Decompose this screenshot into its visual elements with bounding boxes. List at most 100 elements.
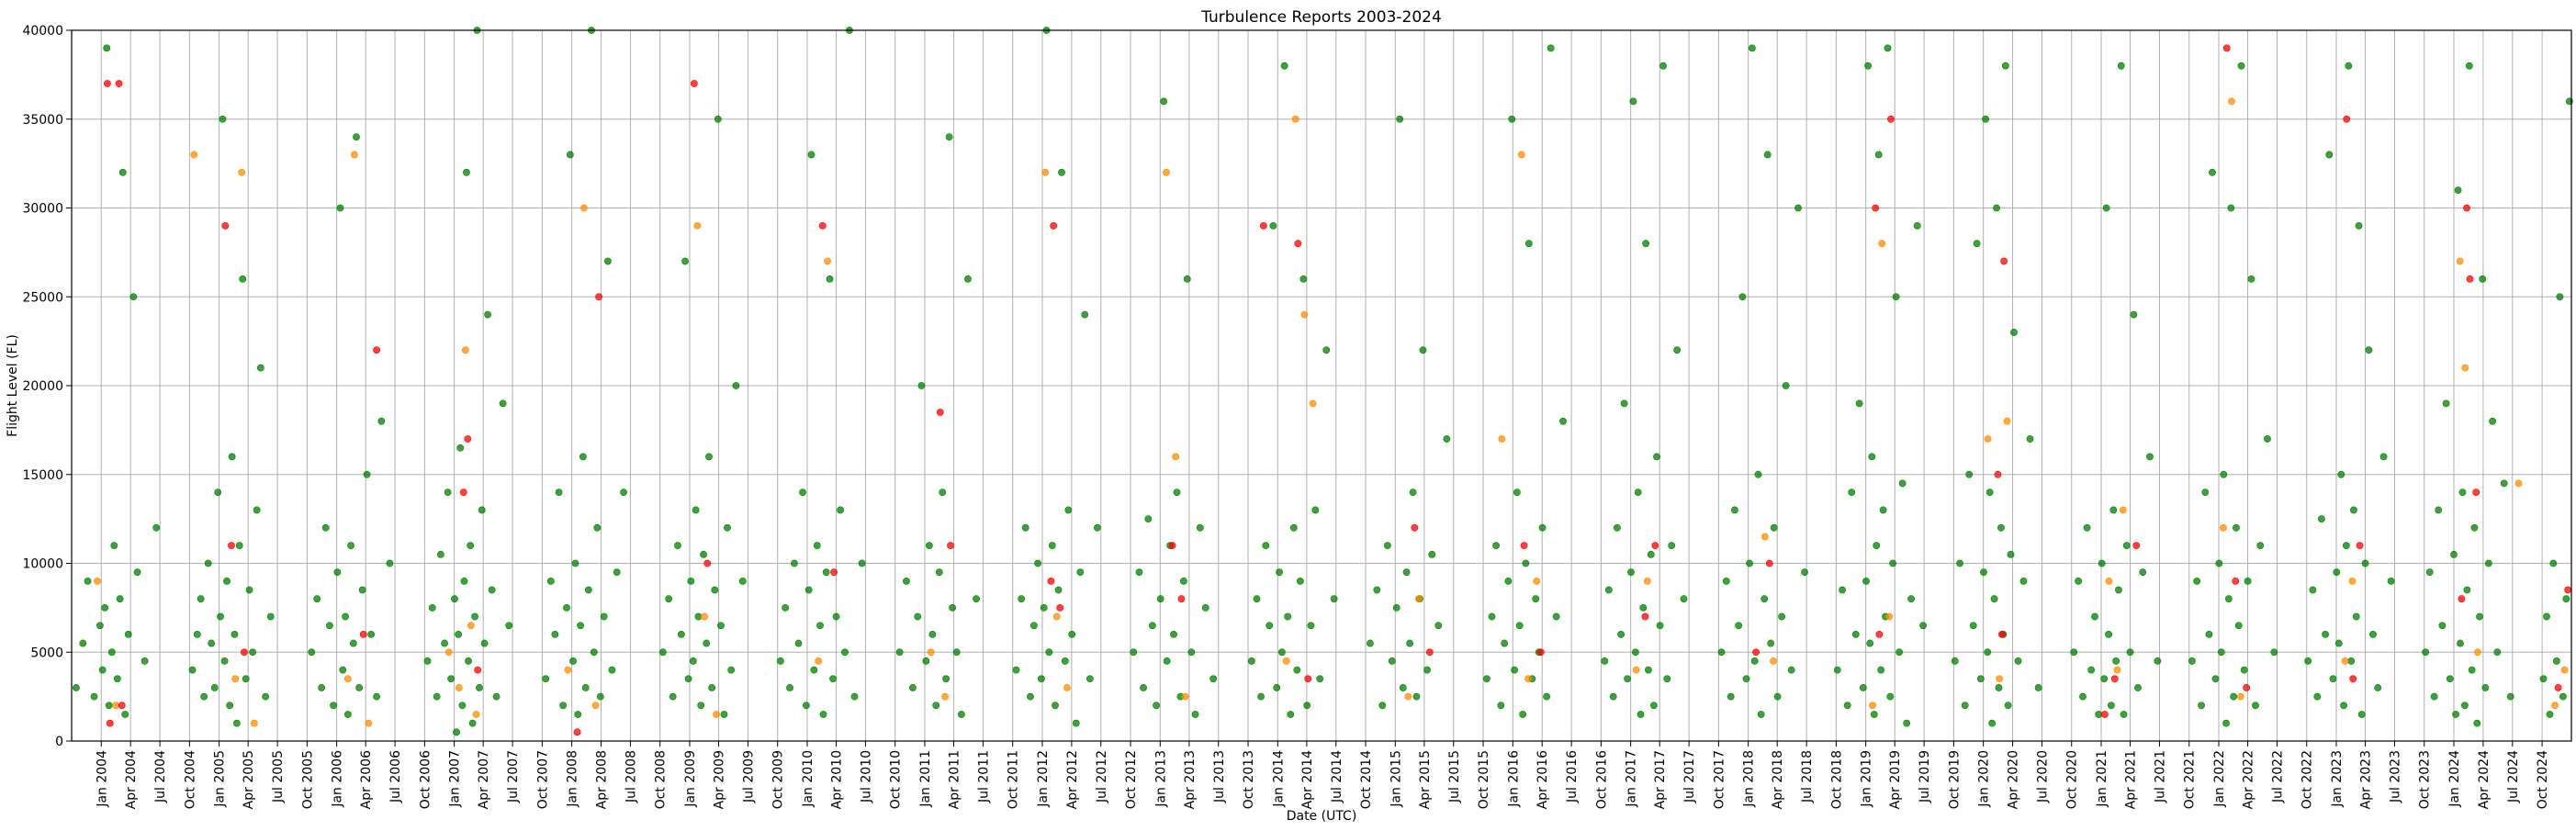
point-green <box>1898 479 1907 488</box>
point-green <box>2154 657 2162 665</box>
point-green <box>559 702 568 710</box>
point-green <box>2422 648 2430 657</box>
point-green <box>1552 612 1560 621</box>
point-green <box>1754 470 1762 478</box>
point-green <box>2215 559 2223 567</box>
point-orange <box>350 151 358 159</box>
point-green <box>2361 559 2369 567</box>
point-green <box>1884 44 1892 52</box>
point-green <box>1513 488 1521 496</box>
point-green <box>2476 612 2483 621</box>
point-green <box>505 622 513 630</box>
x-tick-label: Apr 2014 <box>1300 750 1315 809</box>
point-green <box>1864 62 1873 70</box>
point-orange <box>713 711 720 718</box>
point-green <box>471 612 478 621</box>
point-red <box>241 648 248 657</box>
point-green <box>1248 657 1255 665</box>
y-axis-label: Flight Level (FL) <box>6 334 20 437</box>
point-green <box>2247 275 2255 283</box>
point-orange <box>1309 399 1317 408</box>
point-green <box>1717 648 1726 657</box>
point-green <box>2484 559 2492 567</box>
point-green <box>1018 595 1026 603</box>
point-green <box>542 675 550 683</box>
point-green <box>1173 488 1181 496</box>
point-red <box>1259 221 1267 230</box>
point-green <box>581 684 590 691</box>
chart-title: Turbulence Reports 2003-2024 <box>1200 8 1442 27</box>
point-green <box>569 657 577 665</box>
point-green <box>478 506 486 514</box>
point-green <box>1153 702 1160 710</box>
point-orange <box>1282 657 1290 665</box>
point-green <box>669 692 677 701</box>
x-tick-label: Jan 2023 <box>2330 750 2345 808</box>
point-green <box>2468 666 2476 674</box>
point-red <box>1294 240 1302 248</box>
point-green <box>2107 702 2115 710</box>
point-red <box>2222 44 2231 52</box>
point-orange <box>1996 675 2004 683</box>
point-green <box>1886 692 1895 701</box>
point-green <box>1322 346 1331 354</box>
point-green <box>1757 711 1765 718</box>
point-green <box>1367 639 1374 647</box>
point-green <box>1993 204 2000 212</box>
point-green <box>447 675 456 683</box>
x-tick-label: Apr 2008 <box>595 750 610 809</box>
y-tick-label: 0 <box>55 735 63 749</box>
x-tick-label: Oct 2012 <box>1124 750 1139 809</box>
x-tick-label: Apr 2011 <box>948 750 962 809</box>
point-green <box>1873 542 1881 550</box>
point-red <box>1875 631 1884 638</box>
x-tick-label: Jul 2007 <box>506 750 521 803</box>
point-green <box>1965 470 1974 478</box>
point-green <box>1614 523 1621 532</box>
y-tick-label: 40000 <box>22 24 63 39</box>
x-tick-label: Apr 2013 <box>1183 750 1198 809</box>
y-tick-label: 25000 <box>22 290 63 305</box>
point-green <box>2019 577 2028 585</box>
point-green <box>2240 666 2248 674</box>
x-tick-label: Oct 2011 <box>1007 750 1021 809</box>
point-orange <box>1291 115 1299 123</box>
point-green <box>1645 666 1652 674</box>
point-red <box>1872 204 1880 212</box>
point-green <box>1508 115 1516 123</box>
point-red <box>221 221 230 230</box>
point-green <box>2026 435 2034 443</box>
x-tick-label: Oct 2022 <box>2300 750 2315 809</box>
point-green <box>1257 692 1265 701</box>
point-green <box>441 639 448 647</box>
point-green <box>2481 684 2490 691</box>
point-green <box>1276 568 1283 577</box>
point-green <box>593 523 602 532</box>
point-green <box>373 692 380 701</box>
point-green <box>620 488 627 496</box>
point-orange <box>2119 506 2127 514</box>
point-green <box>2112 657 2120 665</box>
point-red <box>2458 595 2466 603</box>
point-green <box>1253 595 1261 603</box>
y-tick-label: 10000 <box>22 557 63 572</box>
point-green <box>1609 692 1617 701</box>
point-green <box>2217 648 2225 657</box>
point-green <box>1135 568 1143 577</box>
point-green <box>1130 648 1138 657</box>
point-green <box>819 711 827 718</box>
point-green <box>1632 648 1639 657</box>
point-green <box>810 666 818 674</box>
x-tick-label: Oct 2010 <box>889 750 904 809</box>
point-orange <box>365 719 373 727</box>
point-orange <box>112 702 119 710</box>
point-green <box>1412 692 1421 701</box>
point-green <box>444 488 452 496</box>
point-green <box>858 559 866 567</box>
x-tick-label: Jan 2005 <box>213 750 228 808</box>
point-green <box>1160 97 1168 106</box>
point-orange <box>461 346 469 354</box>
point-green <box>308 648 316 657</box>
point-green <box>204 559 212 567</box>
point-green <box>925 542 933 550</box>
